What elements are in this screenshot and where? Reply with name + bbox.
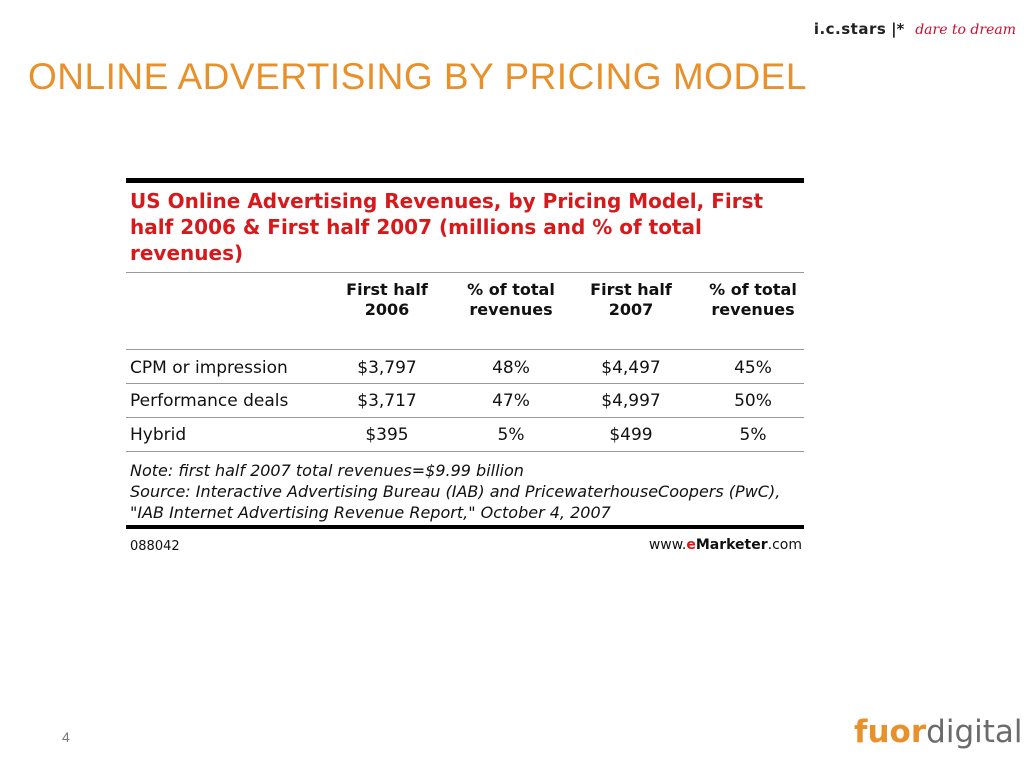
slide-title: ONLINE ADVERTISING BY PRICING MODEL — [28, 56, 807, 97]
row-label: CPM or impression — [130, 358, 288, 378]
table-cell: $499 — [609, 425, 653, 445]
brand-name: i.c.stars — [813, 20, 887, 38]
divider — [126, 383, 804, 384]
brand-separator: |* — [891, 20, 905, 38]
table-title: US Online Advertising Revenues, by Prici… — [130, 189, 764, 265]
divider — [126, 349, 804, 350]
credit-prefix: www. — [648, 537, 687, 553]
brand-tagline: dare to dream — [915, 22, 1016, 38]
table-cell: $4,497 — [601, 358, 661, 378]
column-header: % of total revenues — [467, 280, 555, 319]
table-cell: 50% — [734, 391, 772, 411]
table-cell: $3,717 — [357, 391, 417, 411]
credit-suffix: .com — [767, 537, 802, 553]
logo-part-2: digital — [926, 714, 1023, 750]
table-cell: 48% — [492, 358, 530, 378]
figure-id: 088042 — [130, 539, 180, 554]
credit-e: e — [686, 537, 696, 553]
brand-header: i.c.stars |* dare to dream — [814, 20, 1016, 38]
emarketer-credit: www.eMarketer.com — [649, 537, 802, 553]
column-header: % of total revenues — [709, 280, 797, 319]
row-label: Performance deals — [130, 391, 289, 411]
divider — [126, 272, 804, 273]
note-text: Note: first half 2007 total revenues=$9.… — [130, 461, 524, 480]
revenue-table-figure: US Online Advertising Revenues, by Prici… — [126, 178, 804, 554]
divider — [126, 451, 804, 452]
divider — [126, 417, 804, 418]
table-cell: $4,997 — [601, 391, 661, 411]
table-notes: Note: first half 2007 total revenues=$9.… — [130, 460, 800, 523]
credit-brand: Marketer — [695, 537, 768, 553]
source-text: Source: Interactive Advertising Bureau (… — [130, 482, 781, 522]
table-cell: 45% — [734, 358, 772, 378]
table-cell: 5% — [497, 425, 525, 445]
table-cell: 5% — [739, 425, 767, 445]
logo-part-1: fuor — [854, 714, 927, 750]
column-header: First half 2007 — [590, 280, 672, 319]
column-header: First half 2006 — [346, 280, 428, 319]
table-cell: $395 — [365, 425, 409, 445]
table-cell: $3,797 — [357, 358, 417, 378]
page-number: 4 — [62, 729, 70, 745]
top-rule — [126, 178, 804, 183]
bottom-rule — [126, 525, 804, 529]
row-label: Hybrid — [130, 425, 187, 445]
fuordigital-logo: fuordigital™ — [854, 714, 1024, 750]
table-cell: 47% — [492, 391, 530, 411]
